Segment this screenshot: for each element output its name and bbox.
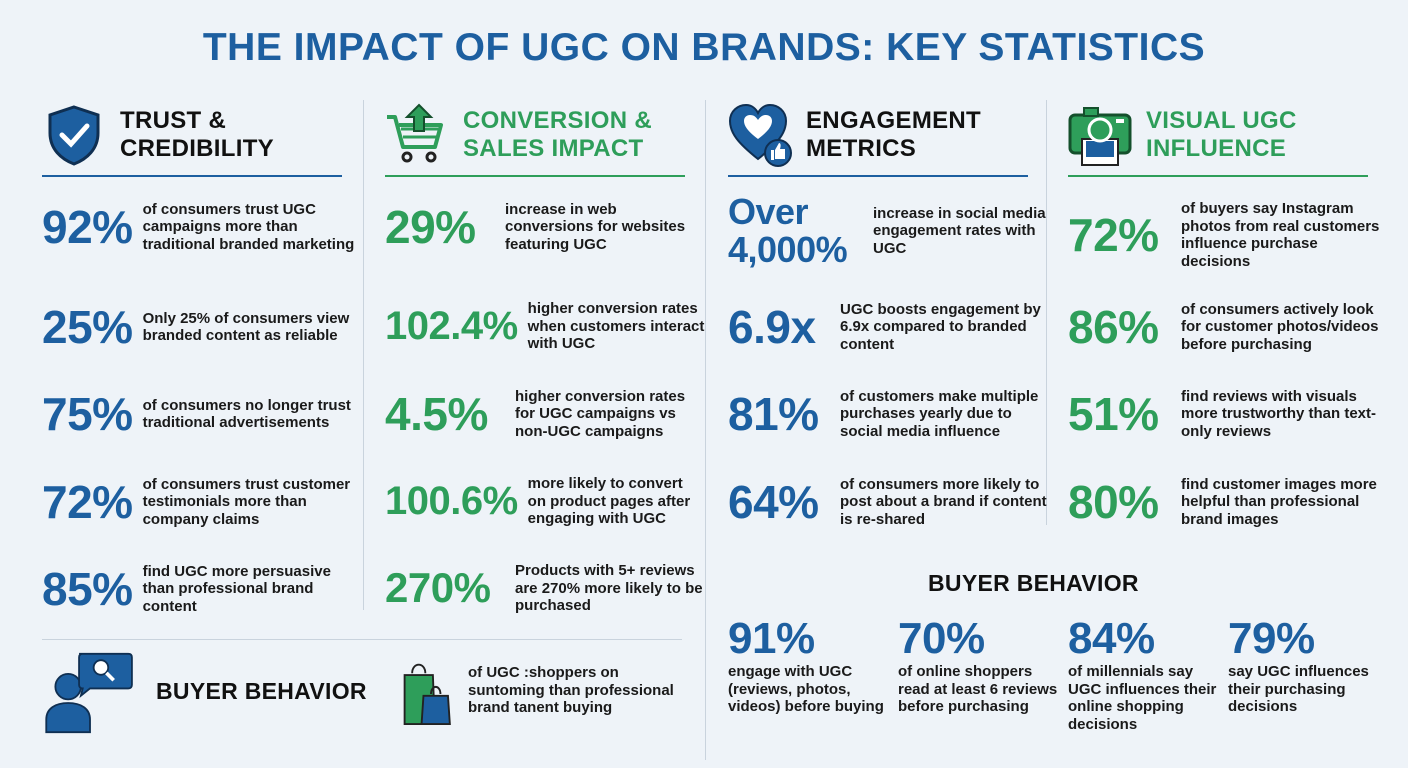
- stat-text: find UGC more persuasive than profession…: [142, 562, 331, 615]
- cart-arrow-up-icon: [387, 103, 443, 163]
- stat-text: of consumers no longer trust traditional…: [142, 396, 351, 432]
- stat-text: of consumers trust UGC campaigns more th…: [142, 200, 355, 253]
- stat-text: of online shoppers read at least 6 revie…: [898, 663, 1058, 715]
- stat-text: Only 25% of consumers view branded conte…: [142, 309, 350, 345]
- stat-value: 4.5%: [385, 388, 488, 440]
- stat-item: 92% of consumers trust UGC campaigns more…: [42, 200, 362, 254]
- stat-value: 100.6%: [385, 478, 518, 523]
- visual-column: VISUAL UGC INFLUENCE 72% of buyers say In…: [1068, 95, 1379, 528]
- section-divider: [42, 639, 682, 640]
- stat-value: 91%: [728, 614, 815, 663]
- engagement-column: ENGAGEMENT METRICS Over 4,000% increase i…: [728, 95, 1047, 528]
- stat-item: 51% find reviews with visuals more trustw…: [1068, 387, 1388, 441]
- column-header: CONVERSION & SALES IMPACT: [385, 95, 685, 177]
- stat-item: 79% say UGC influences their purchasing d…: [1228, 615, 1373, 716]
- stat-value: 79%: [1228, 614, 1315, 663]
- stat-text: of customers make multiple purchases yea…: [840, 387, 1039, 440]
- buyer-behavior-title: BUYER BEHAVIOR: [928, 570, 1139, 596]
- stat-item: 91% engage with UGC (reviews, photos, vid…: [728, 615, 888, 716]
- stat-text: engage with UGC (reviews, photos, videos…: [728, 663, 884, 715]
- column-header: TRUST & CREDIBILITY: [42, 95, 342, 177]
- stat-text: find reviews with visuals more trustwort…: [1181, 387, 1377, 440]
- stat-item: 75% of consumers no longer trust traditio…: [42, 387, 362, 441]
- column-divider: [363, 100, 364, 610]
- stat-value: 85%: [42, 563, 133, 615]
- column-title: TRUST & CREDIBILITY: [120, 107, 274, 162]
- column-title: VISUAL UGC INFLUENCE: [1146, 107, 1297, 162]
- stat-value: 29%: [385, 201, 476, 253]
- stat-value: 270%: [385, 564, 491, 612]
- page-title: THE IMPACT OF UGC ON BRANDS: KEY STATIST…: [202, 26, 1206, 69]
- stat-text: of consumers trust customer testimonials…: [142, 475, 351, 528]
- stat-text: increase in web conversions for websites…: [505, 200, 686, 253]
- column-title: ENGAGEMENT METRICS: [806, 107, 982, 162]
- stat-item: 81% of customers make multiple purchases …: [728, 387, 1048, 441]
- column-divider: [1046, 100, 1047, 525]
- stat-item: 29% increase in web conversions for websi…: [385, 200, 705, 254]
- stat-text: increase in social media engagement rate…: [873, 204, 1046, 257]
- buyer-behavior-text: of UGC :shoppers on suntoming than profe…: [468, 664, 674, 716]
- stat-item: 102.4% higher conversion rates when custo…: [385, 300, 705, 353]
- stat-text: higher conversion rates when customers i…: [527, 300, 705, 352]
- stat-item: 84% of millennials say UGC influences the…: [1068, 615, 1228, 733]
- stat-value: 86%: [1068, 301, 1159, 353]
- stat-value: 70%: [898, 614, 985, 663]
- stat-value: 64%: [728, 476, 819, 528]
- stat-item: 72% of consumers trust customer testimoni…: [42, 475, 362, 529]
- column-header: VISUAL UGC INFLUENCE: [1068, 95, 1368, 177]
- stat-value: 84%: [1068, 614, 1155, 663]
- stat-item: 85% find UGC more persuasive than profess…: [42, 562, 362, 616]
- stat-text: of consumers actively look for customer …: [1181, 300, 1379, 353]
- stat-value: 80%: [1068, 476, 1159, 528]
- stat-text: UGC boosts engagement by 6.9x compared t…: [840, 300, 1041, 353]
- column-header: ENGAGEMENT METRICS: [728, 95, 1028, 177]
- heart-thumbs-up-icon: [728, 103, 792, 167]
- stat-text: find customer images more helpful than p…: [1181, 475, 1377, 528]
- stat-item: Over 4,000% increase in social media enga…: [728, 193, 1048, 269]
- stat-value: 75%: [42, 388, 133, 440]
- stat-value: 6.9x: [728, 301, 816, 353]
- buyer-behavior-title: BUYER BEHAVIOR: [156, 678, 367, 704]
- stat-item: 72% of buyers say Instagram photos from r…: [1068, 200, 1388, 270]
- stat-item: 70% of online shoppers read at least 6 re…: [898, 615, 1058, 716]
- stat-item: 86% of consumers actively look for custom…: [1068, 300, 1388, 354]
- stat-item: 100.6% more likely to convert on product …: [385, 475, 705, 528]
- stat-item: 6.9x UGC boosts engagement by 6.9x compar…: [728, 300, 1048, 354]
- stat-value: 102.4%: [385, 303, 518, 348]
- conversion-column: CONVERSION & SALES IMPACT 29% increase in…: [385, 95, 704, 614]
- stat-item: 4.5% higher conversion rates for UGC camp…: [385, 387, 705, 441]
- stat-value: 51%: [1068, 388, 1159, 440]
- stat-text: of consumers more likely to post about a…: [840, 475, 1047, 528]
- stat-item: 270% Products with 5+ reviews are 270% mo…: [385, 562, 705, 615]
- stat-value: 25%: [42, 301, 133, 353]
- column-divider: [705, 100, 706, 760]
- stat-text: of millennials say UGC influences their …: [1068, 663, 1217, 733]
- stat-item: 80% find customer images more helpful tha…: [1068, 475, 1388, 529]
- stat-text: higher conversion rates for UGC campaign…: [515, 387, 686, 440]
- stat-value: 81%: [728, 388, 819, 440]
- stat-value: 72%: [1068, 209, 1159, 261]
- column-title: CONVERSION & SALES IMPACT: [463, 107, 652, 162]
- stat-value: 92%: [42, 201, 133, 253]
- stat-item: 64% of consumers more likely to post abou…: [728, 475, 1048, 529]
- trust-column: TRUST & CREDIBILITY 92% of consumers trus…: [42, 95, 354, 615]
- stat-text: say UGC influences their purchasing deci…: [1228, 663, 1369, 715]
- stat-text: more likely to convert on product pages …: [527, 475, 691, 527]
- stat-value: 72%: [42, 476, 133, 528]
- stat-value: Over 4,000%: [728, 191, 848, 270]
- stat-text: Products with 5+ reviews are 270% more l…: [515, 562, 703, 614]
- person-search-icon: [45, 652, 133, 734]
- camera-photo-icon: [1068, 107, 1132, 166]
- stat-text: of buyers say Instagram photos from real…: [1181, 200, 1380, 270]
- shield-check-icon: [48, 105, 100, 166]
- shopping-bags-icon: [403, 663, 451, 726]
- stat-item: 25% Only 25% of consumers view branded co…: [42, 300, 362, 354]
